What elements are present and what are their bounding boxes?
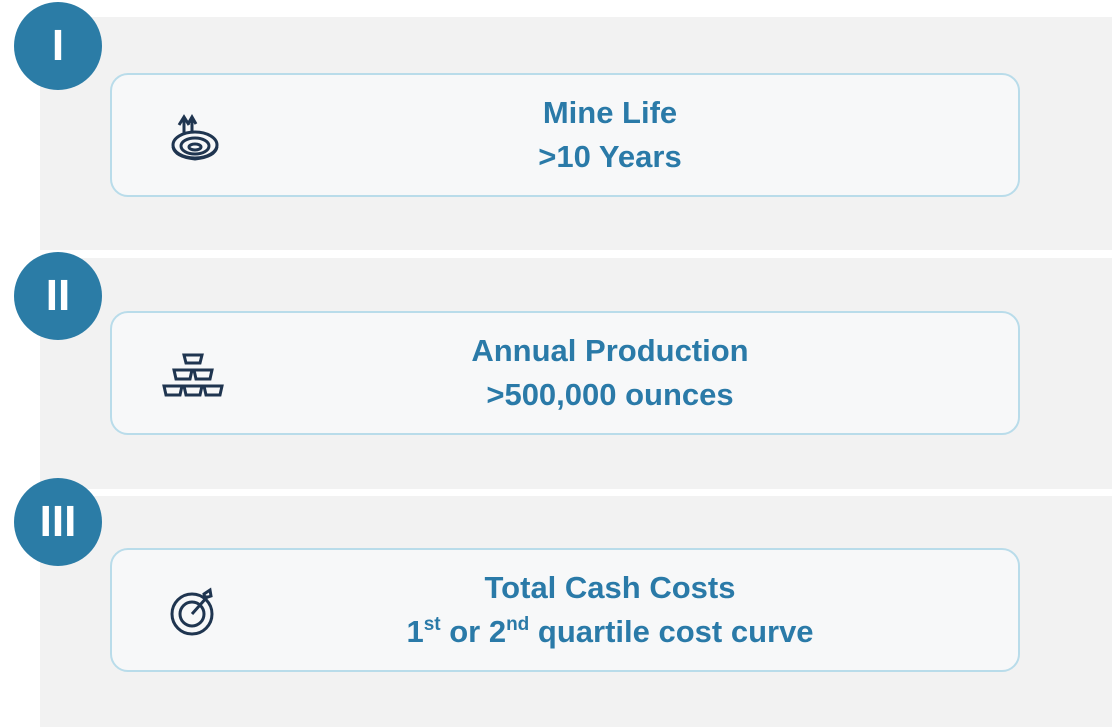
numeral-badge: II <box>14 252 102 340</box>
text-part: 1 <box>406 614 424 649</box>
criterion-subtitle: >10 Years <box>538 135 681 179</box>
text-part: quartile cost curve <box>529 614 814 649</box>
criterion-title: Total Cash Costs <box>484 570 736 605</box>
criterion-title: Mine Life <box>542 95 678 130</box>
criterion-subtitle: >500,000 ounces <box>486 373 733 417</box>
text-part: >10 Years <box>538 139 682 174</box>
superscript: nd <box>506 614 530 635</box>
text-part: >500,000 ounces <box>486 377 734 412</box>
superscript: st <box>423 614 441 635</box>
criterion-text: Annual Production >500,000 ounces <box>232 313 988 433</box>
criterion-text: Mine Life >10 Years <box>232 75 988 195</box>
criterion-text: Total Cash Costs 1st or 2nd quartile cos… <box>232 550 988 670</box>
criterion-subtitle: 1st or 2nd quartile cost curve <box>406 610 813 654</box>
numeral-badge: III <box>14 478 102 566</box>
criterion-box: Annual Production >500,000 ounces <box>110 311 1020 435</box>
criterion-box: Mine Life >10 Years <box>110 73 1020 197</box>
criterion-box: Total Cash Costs 1st or 2nd quartile cos… <box>110 548 1020 672</box>
mine-icon <box>171 113 219 161</box>
criterion-title: Annual Production <box>471 333 749 368</box>
target-icon <box>170 587 214 636</box>
numeral-badge: I <box>14 2 102 90</box>
gold-bars-icon <box>162 353 224 397</box>
text-part: or 2 <box>440 614 507 649</box>
